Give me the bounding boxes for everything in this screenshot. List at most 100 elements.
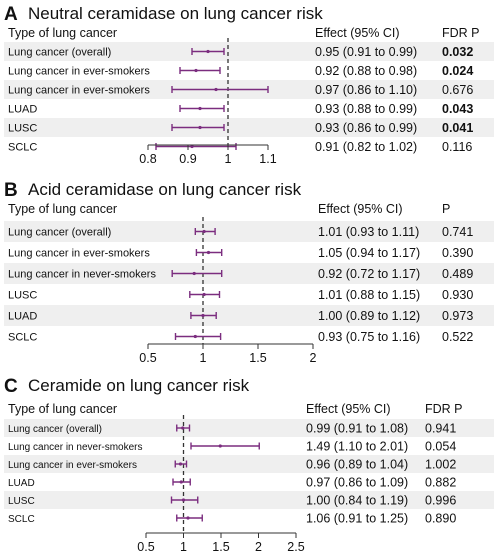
p-value: 0.930 bbox=[442, 288, 473, 302]
p-value: 0.890 bbox=[425, 512, 456, 526]
effect-value: 1.05 (0.94 to 1.17) bbox=[318, 246, 420, 260]
row-stripe bbox=[4, 118, 494, 137]
effect-value: 0.99 (0.91 to 1.08) bbox=[306, 422, 408, 436]
p-value: 0.489 bbox=[442, 267, 473, 281]
p-value: 0.941 bbox=[425, 422, 456, 436]
forest-panel-b: B Acid ceramidase on lung cancer risk Type… bbox=[4, 180, 494, 365]
x-tick-label: 2 bbox=[310, 351, 317, 365]
row-label: Lung cancer in ever-smokers bbox=[8, 248, 150, 260]
row-label: LUAD bbox=[8, 478, 35, 489]
row-label: Lung cancer in ever-smokers bbox=[8, 66, 150, 78]
header-effect: Effect (95% CI) bbox=[318, 202, 403, 216]
row-stripe bbox=[4, 419, 494, 437]
x-tick-label: 2 bbox=[255, 540, 262, 551]
point-estimate bbox=[198, 125, 202, 130]
header-p: P bbox=[442, 202, 450, 216]
panel-letter: A bbox=[4, 4, 18, 25]
row-stripe bbox=[4, 491, 494, 509]
p-value: 0.676 bbox=[442, 83, 473, 97]
point-estimate bbox=[202, 229, 206, 234]
row-label: SCLC bbox=[8, 514, 35, 525]
point-estimate bbox=[202, 292, 206, 297]
point-estimate bbox=[192, 271, 196, 276]
header-effect: Effect (95% CI) bbox=[306, 402, 391, 416]
p-value: 0.741 bbox=[442, 225, 473, 239]
effect-value: 1.00 (0.89 to 1.12) bbox=[318, 309, 420, 323]
effect-value: 1.06 (0.91 to 1.25) bbox=[306, 512, 408, 526]
panel-letter: C bbox=[4, 376, 18, 397]
effect-value: 0.96 (0.89 to 1.04) bbox=[306, 458, 408, 472]
row-label: Lung cancer (overall) bbox=[8, 47, 111, 59]
x-tick-label: 0.5 bbox=[139, 351, 156, 365]
row-stripe bbox=[4, 221, 494, 242]
p-value: 0.041 bbox=[442, 121, 473, 135]
header-label: Type of lung cancer bbox=[8, 402, 117, 416]
row-label: LUAD bbox=[8, 104, 37, 116]
panel-letter: B bbox=[4, 180, 18, 201]
row-label: Lung cancer in ever-smokers bbox=[8, 85, 150, 97]
row-stripe bbox=[4, 305, 494, 326]
x-tick-label: 1 bbox=[225, 152, 232, 166]
header-effect: Effect (95% CI) bbox=[315, 26, 400, 40]
effect-value: 0.93 (0.88 to 0.99) bbox=[315, 102, 417, 116]
effect-value: 0.95 (0.91 to 0.99) bbox=[315, 45, 417, 59]
p-value: 0.973 bbox=[442, 309, 473, 323]
p-value: 0.116 bbox=[442, 140, 472, 154]
point-estimate bbox=[181, 498, 186, 502]
row-label: SCLC bbox=[8, 142, 37, 154]
effect-value: 1.01 (0.93 to 1.11) bbox=[318, 225, 419, 239]
row-label: Lung cancer in never-smokers bbox=[8, 442, 143, 453]
x-tick-label: 1.5 bbox=[212, 540, 229, 551]
point-estimate bbox=[193, 334, 197, 339]
point-estimate bbox=[190, 144, 194, 149]
p-value: 0.032 bbox=[442, 45, 473, 59]
header-p: FDR P bbox=[425, 402, 463, 416]
p-value: 0.054 bbox=[425, 440, 456, 454]
header-p: FDR P bbox=[442, 26, 480, 40]
p-value: 0.024 bbox=[442, 64, 473, 78]
x-tick-label: 1.5 bbox=[249, 351, 266, 365]
p-value: 1.002 bbox=[425, 458, 456, 472]
x-tick-label: 1.1 bbox=[259, 152, 276, 166]
point-estimate bbox=[178, 462, 183, 466]
row-label: Lung cancer (overall) bbox=[8, 227, 111, 239]
point-estimate bbox=[198, 106, 202, 111]
row-label: Lung cancer in never-smokers bbox=[8, 269, 156, 281]
header-label: Type of lung cancer bbox=[8, 202, 117, 216]
effect-value: 0.97 (0.86 to 1.10) bbox=[315, 83, 417, 97]
row-label: SCLC bbox=[8, 332, 37, 344]
point-estimate bbox=[181, 426, 185, 430]
effect-value: 0.91 (0.82 to 1.02) bbox=[315, 140, 417, 154]
effect-value: 0.97 (0.86 to 1.09) bbox=[306, 476, 408, 490]
x-tick-label: 1 bbox=[200, 351, 207, 365]
effect-value: 0.93 (0.75 to 1.16) bbox=[318, 330, 420, 344]
row-label: Lung cancer (overall) bbox=[8, 424, 102, 435]
effect-value: 1.00 (0.84 to 1.19) bbox=[306, 494, 408, 508]
forest-panel-c: C Ceramide on lung cancer risk Type of lun… bbox=[4, 376, 494, 551]
point-estimate bbox=[206, 49, 210, 54]
point-estimate bbox=[214, 87, 218, 92]
x-tick-label: 2.5 bbox=[287, 540, 304, 551]
panel-title: Ceramide on lung cancer risk bbox=[28, 376, 250, 395]
x-tick-label: 1 bbox=[180, 540, 187, 551]
p-value: 0.043 bbox=[442, 102, 473, 116]
p-value: 0.882 bbox=[425, 476, 456, 490]
row-stripe bbox=[4, 42, 494, 61]
p-value: 0.390 bbox=[442, 246, 473, 260]
p-value: 0.996 bbox=[425, 494, 456, 508]
header-label: Type of lung cancer bbox=[8, 26, 117, 40]
point-estimate bbox=[218, 444, 222, 448]
panel-title: Neutral ceramidase on lung cancer risk bbox=[28, 4, 323, 23]
row-label: LUSC bbox=[8, 290, 37, 302]
effect-value: 0.92 (0.72 to 1.17) bbox=[318, 267, 420, 281]
point-estimate bbox=[206, 250, 211, 255]
forest-panel-a: A Neutral ceramidase on lung cancer risk T… bbox=[4, 4, 494, 166]
x-tick-label: 0.9 bbox=[179, 152, 196, 166]
point-estimate bbox=[194, 68, 198, 73]
point-estimate bbox=[179, 480, 183, 484]
effect-value: 0.93 (0.86 to 0.99) bbox=[315, 121, 417, 135]
row-stripe bbox=[4, 263, 494, 284]
row-label: Lung cancer in ever-smokers bbox=[8, 460, 137, 471]
row-label: LUAD bbox=[8, 311, 37, 323]
